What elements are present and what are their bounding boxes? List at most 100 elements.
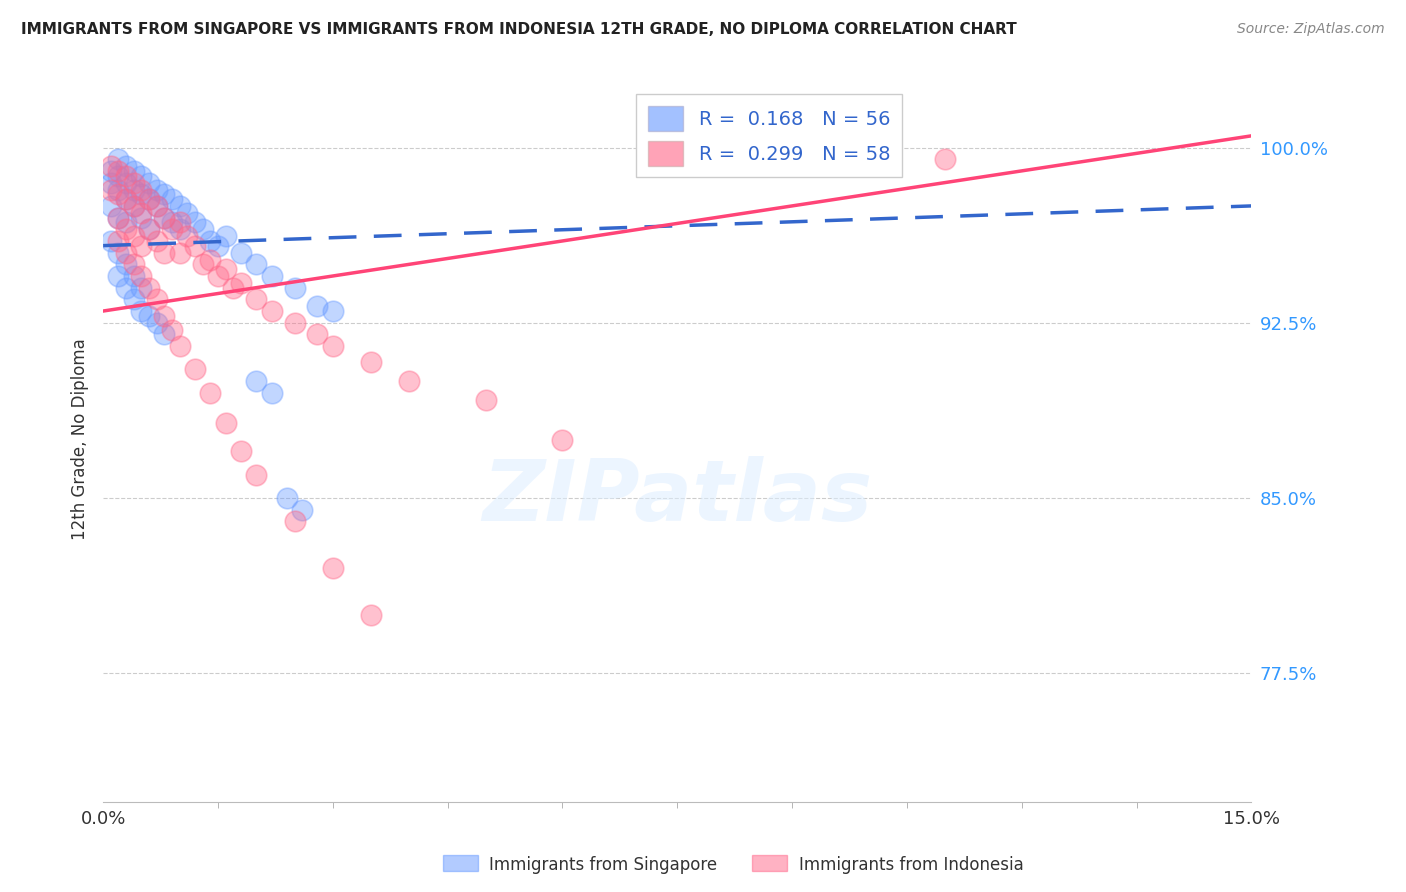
Point [115,222,138,236]
Point [245,467,267,482]
Point [107,234,129,248]
Point [360,607,382,622]
Point [100,159,122,173]
Point [107,187,129,202]
Point [138,222,160,236]
Point [291,502,314,516]
Point [107,152,129,166]
Point [138,192,160,206]
Point [200,385,222,400]
Point [169,339,191,353]
Point [176,206,198,220]
Point [107,164,129,178]
Point [283,316,305,330]
Point [122,293,145,307]
Point [131,169,153,183]
Point [153,187,176,202]
Legend: R =  0.168   N = 56, R =  0.299   N = 58: R = 0.168 N = 56, R = 0.299 N = 58 [637,95,901,178]
Point [322,304,344,318]
Point [322,561,344,575]
Point [153,327,176,342]
Point [131,281,153,295]
Point [245,257,267,271]
Point [169,215,191,229]
Point [160,192,183,206]
Point [184,238,207,252]
Point [322,339,344,353]
Point [100,234,122,248]
Point [122,229,145,244]
Point [145,234,167,248]
Point [122,183,145,197]
Point [283,514,305,528]
Point [115,281,138,295]
Point [145,293,167,307]
Point [131,206,153,220]
Point [131,187,153,202]
Point [214,416,236,430]
Point [283,281,305,295]
Point [145,183,167,197]
Point [214,262,236,277]
Point [122,257,145,271]
Point [115,159,138,173]
Point [214,229,236,244]
Point [145,199,167,213]
Point [169,245,191,260]
Point [115,192,138,206]
Point [160,222,183,236]
Point [100,199,122,213]
Point [934,152,956,166]
Text: IMMIGRANTS FROM SINGAPORE VS IMMIGRANTS FROM INDONESIA 12TH GRADE, NO DIPLOMA CO: IMMIGRANTS FROM SINGAPORE VS IMMIGRANTS … [21,22,1017,37]
Point [184,362,207,376]
Point [222,281,245,295]
Point [276,491,298,505]
Point [360,355,382,369]
Point [307,327,329,342]
Point [107,211,129,225]
Point [138,222,160,236]
Point [229,245,252,260]
Point [176,229,198,244]
Point [169,222,191,236]
Point [115,169,138,183]
Point [131,304,153,318]
Point [122,164,145,178]
Y-axis label: 12th Grade, No Diploma: 12th Grade, No Diploma [72,339,89,541]
Text: Immigrants from Singapore: Immigrants from Singapore [489,856,717,874]
Point [107,211,129,225]
Point [200,234,222,248]
Point [138,192,160,206]
Point [260,304,283,318]
Point [115,215,138,229]
Point [191,257,214,271]
Point [153,309,176,323]
Point [131,268,153,283]
Point [160,323,183,337]
Point [107,169,129,183]
Point [107,183,129,197]
Point [398,374,420,388]
Point [100,176,122,190]
Text: Source: ZipAtlas.com: Source: ZipAtlas.com [1237,22,1385,37]
Text: ZIPatlas: ZIPatlas [482,456,872,539]
Point [200,252,222,267]
Point [115,192,138,206]
Point [184,215,207,229]
Point [169,199,191,213]
Point [107,245,129,260]
Point [131,183,153,197]
Point [115,257,138,271]
Point [307,299,329,313]
Point [122,199,145,213]
Point [475,392,498,407]
Point [131,238,153,252]
Point [115,245,138,260]
Point [260,385,283,400]
Point [229,444,252,458]
Point [245,293,267,307]
Point [138,309,160,323]
Point [122,176,145,190]
Point [131,211,153,225]
Point [107,268,129,283]
